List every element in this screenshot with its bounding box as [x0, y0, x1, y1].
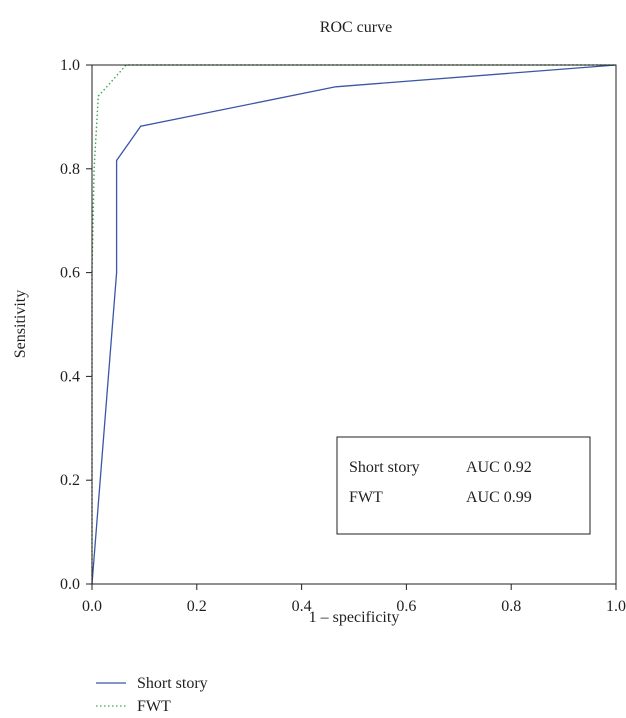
- y-tick-label: 0.8: [60, 161, 80, 178]
- auc-row-value: AUC 0.92: [466, 459, 532, 476]
- x-tick-label: 0.0: [82, 598, 102, 615]
- y-tick-label: 0.0: [60, 576, 80, 593]
- y-tick-label: 0.6: [60, 265, 80, 282]
- series-line-fwt: [91, 64, 616, 584]
- auc-row-label: FWT: [349, 489, 383, 506]
- y-tick-label: 0.4: [60, 368, 80, 385]
- x-tick-label: 0.6: [396, 598, 416, 615]
- series-line-short-story: [91, 64, 617, 585]
- plot-frame: [91, 64, 617, 585]
- x-axis-label: 1 – specificity: [309, 609, 400, 626]
- auc-table: Short story AUC 0.92 FWT AUC 0.99: [336, 436, 591, 535]
- legend: Short story FWT: [96, 675, 208, 715]
- auc-table-box: [336, 436, 591, 535]
- x-tick-label: 0.2: [187, 598, 207, 615]
- y-axis-label: Sensitivity: [12, 290, 29, 358]
- auc-row-value: AUC 0.99: [466, 489, 532, 506]
- x-tick-label: 1.0: [606, 598, 626, 615]
- y-tick-label: 0.2: [60, 472, 80, 489]
- chart-title: ROC curve: [320, 19, 392, 36]
- x-tick-label: 0.8: [501, 598, 521, 615]
- x-tick-label: 0.4: [292, 598, 312, 615]
- legend-label: FWT: [137, 698, 171, 715]
- auc-row-label: Short story: [349, 459, 420, 476]
- legend-label: Short story: [137, 675, 208, 692]
- y-tick-label: 1.0: [60, 57, 80, 74]
